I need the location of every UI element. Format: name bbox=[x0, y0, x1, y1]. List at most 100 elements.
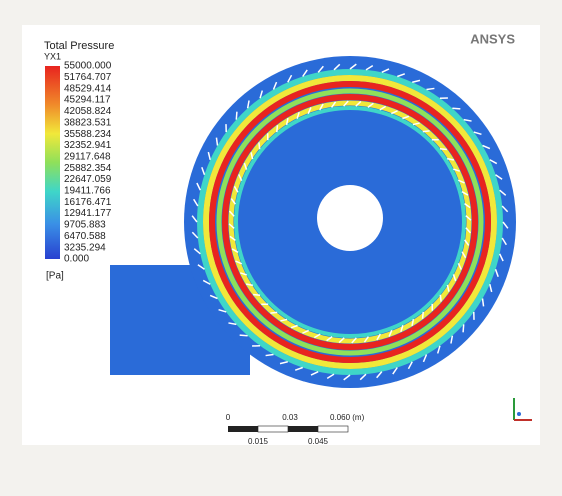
blade bbox=[338, 337, 345, 344]
blade bbox=[307, 107, 312, 115]
blade bbox=[363, 336, 370, 343]
scale-label: 0.060 (m) bbox=[330, 413, 365, 422]
blade bbox=[412, 122, 420, 126]
legend-label: 45294.117 bbox=[64, 95, 111, 106]
blade bbox=[494, 269, 499, 278]
blade bbox=[400, 325, 404, 333]
legend-title: Total Pressure bbox=[44, 40, 114, 52]
blade bbox=[218, 308, 227, 313]
blade bbox=[463, 118, 472, 122]
blade bbox=[376, 333, 381, 341]
blade bbox=[310, 370, 319, 376]
legend-label: 25882.354 bbox=[64, 163, 112, 174]
blade bbox=[498, 253, 504, 262]
ring bbox=[222, 94, 478, 350]
legend-label: 42058.824 bbox=[64, 106, 112, 117]
blade bbox=[209, 294, 218, 300]
blade bbox=[333, 63, 341, 71]
blade bbox=[446, 157, 455, 161]
blade bbox=[191, 215, 198, 223]
blade bbox=[231, 248, 239, 253]
blade bbox=[228, 223, 235, 229]
legend-label: 32352.941 bbox=[64, 140, 112, 151]
blade bbox=[407, 361, 413, 370]
blade bbox=[376, 371, 383, 379]
blade bbox=[349, 63, 357, 70]
blade bbox=[313, 333, 321, 339]
blade bbox=[465, 227, 472, 234]
blade bbox=[272, 81, 278, 90]
legend-label: 22647.059 bbox=[64, 174, 112, 185]
blade bbox=[296, 111, 300, 119]
blade bbox=[436, 345, 441, 354]
blade bbox=[294, 366, 303, 371]
blade bbox=[402, 115, 410, 120]
blade bbox=[228, 322, 237, 326]
legend-label: 29117.648 bbox=[64, 151, 111, 162]
scale-segment bbox=[228, 426, 258, 432]
blade bbox=[439, 294, 442, 302]
blade bbox=[482, 144, 491, 150]
blade bbox=[397, 73, 406, 78]
blade bbox=[193, 198, 199, 207]
blade bbox=[501, 205, 509, 213]
legend-label: 48529.414 bbox=[64, 83, 112, 94]
scale-segment bbox=[257, 425, 289, 433]
blade bbox=[317, 65, 324, 73]
legend-variable: YX1 bbox=[44, 51, 61, 61]
blade bbox=[461, 191, 469, 196]
blade bbox=[412, 79, 421, 83]
blade bbox=[426, 87, 435, 91]
blade bbox=[453, 168, 461, 172]
blade bbox=[235, 260, 243, 265]
geometry bbox=[110, 56, 516, 388]
blade bbox=[202, 279, 211, 285]
blade bbox=[326, 373, 335, 379]
blade bbox=[457, 179, 465, 184]
blade bbox=[280, 318, 288, 322]
blade bbox=[450, 335, 454, 344]
blade bbox=[258, 142, 261, 150]
blade bbox=[330, 101, 337, 108]
blade bbox=[422, 130, 430, 133]
blade bbox=[388, 329, 393, 337]
blade bbox=[239, 334, 248, 337]
blade bbox=[285, 117, 289, 126]
blade bbox=[246, 100, 250, 109]
ring bbox=[228, 100, 472, 344]
blade bbox=[235, 111, 238, 120]
blade bbox=[259, 90, 264, 99]
logo: ANSYS bbox=[470, 31, 515, 46]
legend-label: 3235.294 bbox=[64, 242, 106, 253]
blade bbox=[391, 110, 398, 115]
blade bbox=[326, 336, 333, 342]
blade bbox=[287, 74, 293, 83]
blade bbox=[230, 198, 236, 205]
blade bbox=[228, 210, 235, 217]
blade bbox=[367, 102, 374, 108]
legend-label: 38823.531 bbox=[64, 117, 112, 128]
legend-label: 9705.883 bbox=[64, 220, 106, 231]
blade bbox=[319, 103, 324, 111]
blade bbox=[379, 105, 387, 111]
blade bbox=[446, 284, 450, 292]
blade bbox=[207, 151, 211, 160]
blade bbox=[233, 185, 239, 193]
blade bbox=[265, 353, 274, 357]
blade bbox=[343, 100, 349, 107]
blade bbox=[243, 162, 248, 170]
blade bbox=[302, 69, 308, 77]
blade bbox=[197, 264, 205, 270]
scale-label: 0.045 bbox=[308, 437, 329, 446]
blade bbox=[201, 166, 206, 175]
blade bbox=[279, 361, 288, 365]
legend-label: 6470.588 bbox=[64, 231, 106, 242]
blade bbox=[245, 283, 254, 287]
blade bbox=[464, 202, 471, 209]
blade bbox=[343, 374, 351, 381]
blade bbox=[489, 284, 493, 293]
legend-label: 55000.000 bbox=[64, 61, 112, 72]
legend-unit: [Pa] bbox=[46, 271, 64, 282]
